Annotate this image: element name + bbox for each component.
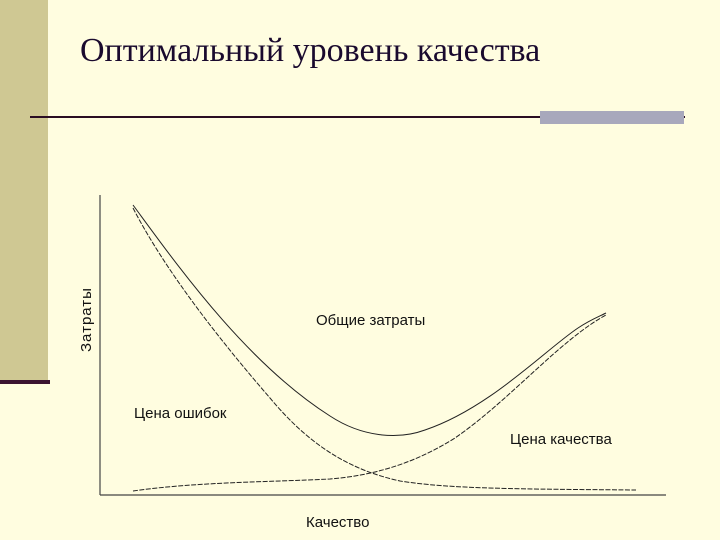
side-band-rule	[0, 380, 50, 384]
y-axis-label: Затраты	[78, 287, 95, 352]
title-rule-accent	[540, 111, 684, 124]
title-rule	[30, 116, 685, 118]
slide-title: Оптимальный уровень качества	[80, 32, 541, 69]
total-cost-curve	[132, 204, 607, 437]
quality-cost-curve	[132, 314, 607, 492]
total-cost-label: Общие затраты	[316, 312, 426, 329]
x-axis-label: Качество	[306, 514, 370, 531]
error-cost-curve	[132, 207, 637, 491]
error-cost-label: Цена ошибок	[134, 405, 227, 422]
quality-cost-label: Цена качества	[510, 431, 612, 448]
side-band	[0, 0, 48, 384]
